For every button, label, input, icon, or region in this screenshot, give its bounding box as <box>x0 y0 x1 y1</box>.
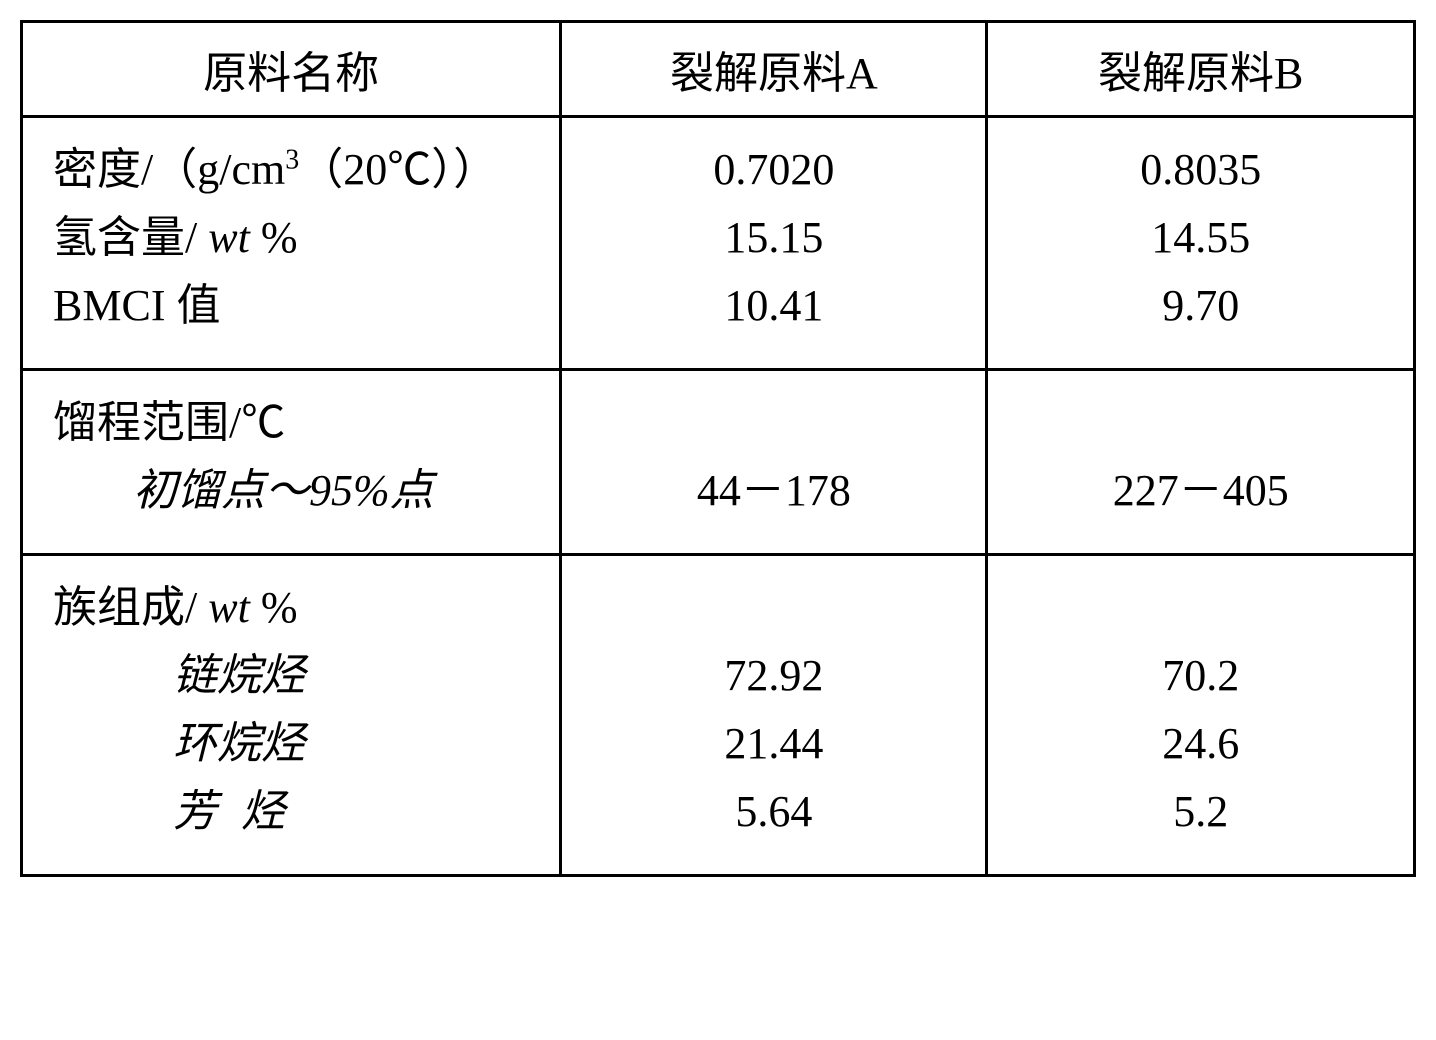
group-composition-header: 族组成/ wt % <box>53 574 529 642</box>
bmci-value-b: 9.70 <box>1018 272 1383 340</box>
aromatic-label-post: 烃 <box>241 787 285 836</box>
ibp-95-value-a: 44－178 <box>592 457 955 525</box>
feedstock-properties-table: 原料名称 裂解原料A 裂解原料B 密度/（g/cm3（20℃）） <box>20 20 1416 877</box>
section-2-values-a: 44－178 <box>561 370 987 555</box>
hydrogen-label-post: % <box>250 213 298 262</box>
bmci-value-a: 10.41 <box>592 272 955 340</box>
aromatic-value-b: 5.2 <box>1018 778 1383 846</box>
section-2-labels: 馏程范围/℃ 初馏点～95%点 <box>23 370 561 555</box>
header-label-text: 原料名称 <box>23 23 559 115</box>
density-label: 密度/（g/cm3（20℃）） <box>53 136 529 204</box>
header-cell-label: 原料名称 <box>23 23 561 117</box>
data-table: 原料名称 裂解原料A 裂解原料B 密度/（g/cm3（20℃）） <box>23 23 1413 874</box>
density-label-post: （20℃）） <box>299 145 497 194</box>
density-label-sup: 3 <box>285 144 299 175</box>
empty-cell <box>1018 389 1383 457</box>
table-header-row: 原料名称 裂解原料A 裂解原料B <box>23 23 1413 117</box>
paraffin-value-b: 70.2 <box>1018 642 1383 710</box>
section-1-labels: 密度/（g/cm3（20℃）） 氢含量/ wt % BMCI 值 <box>23 117 561 370</box>
density-value-b: 0.8035 <box>1018 136 1383 204</box>
empty-cell <box>592 389 955 457</box>
paraffin-value-a: 72.92 <box>592 642 955 710</box>
header-cell-b: 裂解原料B <box>987 23 1413 117</box>
section-2: 馏程范围/℃ 初馏点～95%点 44－178 227－405 <box>23 370 1413 555</box>
paraffin-label: 链烷烃 <box>53 642 529 710</box>
naphthene-label: 环烷烃 <box>53 710 529 778</box>
section-2-values-b: 227－405 <box>987 370 1413 555</box>
header-cell-a: 裂解原料A <box>561 23 987 117</box>
header-b-text: 裂解原料B <box>988 23 1413 115</box>
ibp-95-label: 初馏点～95%点 <box>53 457 529 525</box>
naphthene-value-a: 21.44 <box>592 710 955 778</box>
hydrogen-label-italic: wt <box>208 213 250 262</box>
group-comp-pre: 族组成/ <box>53 583 208 632</box>
section-3-values-a: 72.92 21.44 5.64 <box>561 555 987 875</box>
group-comp-post: % <box>250 583 298 632</box>
bmci-label: BMCI 值 <box>53 272 529 340</box>
section-1-values-a: 0.7020 15.15 10.41 <box>561 117 987 370</box>
section-1: 密度/（g/cm3（20℃）） 氢含量/ wt % BMCI 值 0.702 <box>23 117 1413 370</box>
group-comp-italic: wt <box>208 583 250 632</box>
empty-cell <box>592 574 955 642</box>
hydrogen-value-a: 15.15 <box>592 204 955 272</box>
distillation-range-header: 馏程范围/℃ <box>53 389 529 457</box>
empty-cell <box>1018 574 1383 642</box>
aromatic-label: 芳烃 <box>53 778 529 846</box>
header-a-text: 裂解原料A <box>562 23 985 115</box>
ibp-95-value-b: 227－405 <box>1018 457 1383 525</box>
section-3-labels: 族组成/ wt % 链烷烃 环烷烃 芳烃 <box>23 555 561 875</box>
naphthene-value-b: 24.6 <box>1018 710 1383 778</box>
section-1-values-b: 0.8035 14.55 9.70 <box>987 117 1413 370</box>
aromatic-value-a: 5.64 <box>592 778 955 846</box>
section-3: 族组成/ wt % 链烷烃 环烷烃 芳烃 <box>23 555 1413 875</box>
section-3-values-b: 70.2 24.6 5.2 <box>987 555 1413 875</box>
density-value-a: 0.7020 <box>592 136 955 204</box>
aromatic-label-spaced: 芳 <box>173 787 241 836</box>
density-label-pre: 密度/（g/cm <box>53 145 285 194</box>
hydrogen-value-b: 14.55 <box>1018 204 1383 272</box>
hydrogen-label: 氢含量/ wt % <box>53 204 529 272</box>
hydrogen-label-pre: 氢含量/ <box>53 213 208 262</box>
